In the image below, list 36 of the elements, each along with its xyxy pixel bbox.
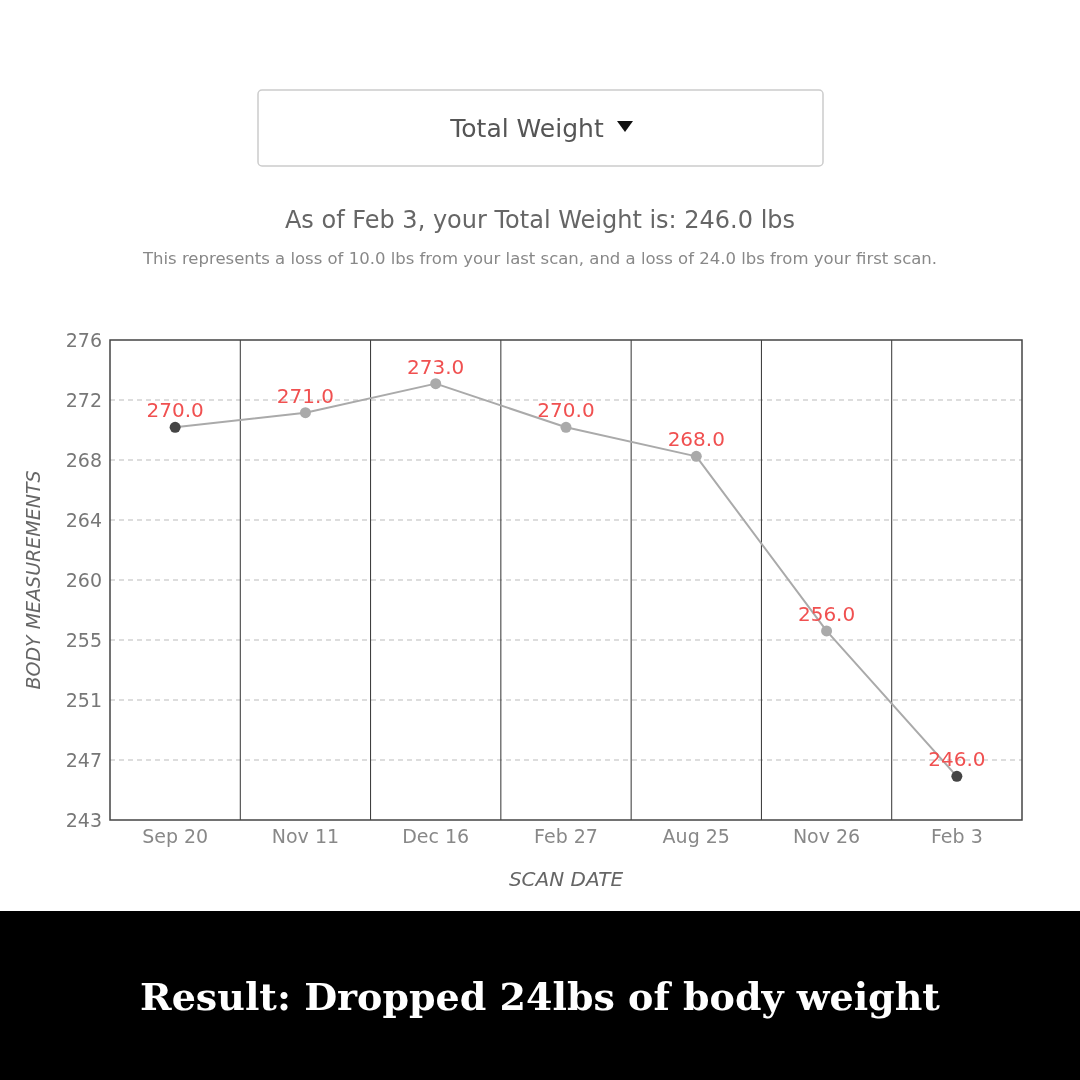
point xyxy=(430,378,442,390)
point xyxy=(169,421,181,433)
data-label: 271.0 xyxy=(276,383,335,408)
x-tick-label: Feb 27 xyxy=(534,825,598,847)
point xyxy=(821,625,833,637)
data-label: 273.0 xyxy=(407,354,465,379)
x-tick-label: Feb 3 xyxy=(930,825,983,847)
x-tick-label: Nov 26 xyxy=(792,825,861,847)
y-tick-label: 268 xyxy=(65,448,102,471)
point xyxy=(299,407,311,419)
x-axis-title: SCAN DATE xyxy=(508,867,624,891)
y-tick-label: 243 xyxy=(65,808,102,831)
y-tick-label: 255 xyxy=(65,628,102,651)
text: Result: Dropped 24lbs of body weight xyxy=(140,974,941,1019)
data-label: 270.0 xyxy=(537,398,595,423)
y-tick-label: 276 xyxy=(65,328,102,351)
data-label: 246.0 xyxy=(928,747,986,772)
point xyxy=(560,421,572,433)
data-label: 270.0 xyxy=(146,398,204,423)
y-tick-label: 272 xyxy=(65,388,102,411)
point xyxy=(951,770,963,782)
y-tick-label: 264 xyxy=(65,508,102,531)
x-tick-label: Sep 20 xyxy=(142,825,209,847)
x-tick-label: Dec 16 xyxy=(402,825,470,847)
y-axis-title: BODY MEASUREMENTS xyxy=(22,470,44,690)
y-tick-label: 251 xyxy=(65,688,102,711)
x-tick-label: Aug 25 xyxy=(662,825,730,847)
point xyxy=(690,450,702,462)
dropdown: Total Weight xyxy=(257,89,824,167)
y-tick-label: 260 xyxy=(65,568,102,591)
data-label: 256.0 xyxy=(797,601,856,626)
x-tick-label: Nov 11 xyxy=(271,825,340,847)
y-tick-label: 247 xyxy=(65,748,102,771)
chart-subtitle: This represents a loss of 10.0 lbs from your last scan, and a loss of 24.0 lbs from your first scan. xyxy=(141,249,938,268)
chart-title: As of Feb 3, your Total Weight is: 246.0 lbs xyxy=(284,206,796,234)
data-label: 268.0 xyxy=(667,427,725,452)
